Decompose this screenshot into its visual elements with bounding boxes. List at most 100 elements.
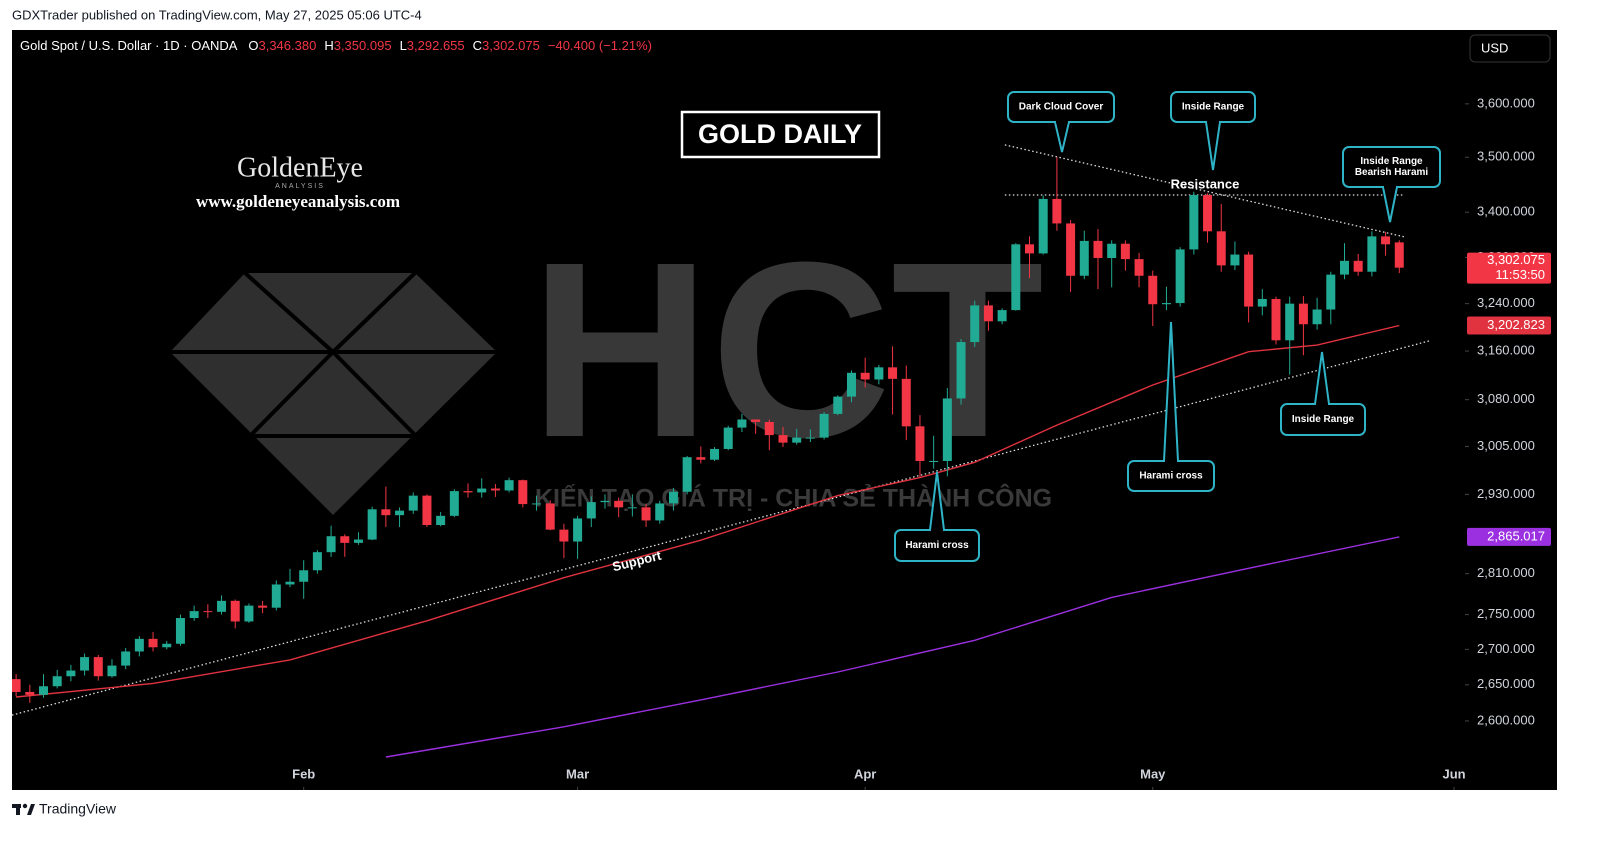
logo-name: GoldenEye [237, 152, 363, 183]
candle-body [258, 605, 268, 608]
candle-body [792, 437, 802, 443]
moving-average [385, 536, 1400, 758]
candle-body [449, 491, 459, 516]
candle-body [1367, 236, 1377, 272]
candle-body [600, 500, 610, 503]
y-tick-label: 2,810.000 [1477, 565, 1535, 580]
candle-body [1011, 244, 1021, 311]
candle-body [25, 691, 35, 695]
candle-body [217, 600, 227, 612]
candle-body [285, 581, 295, 585]
candle-body [244, 605, 254, 622]
candle-body [121, 651, 131, 666]
candle-body [12, 679, 21, 692]
y-tick-label: 3,240.000 [1477, 295, 1535, 310]
logo-url: www.goldeneyeanalysis.com [196, 192, 400, 211]
candle-body [833, 396, 843, 414]
callout-text: Harami cross [1139, 471, 1203, 482]
callout-text: Inside Range [1292, 414, 1355, 425]
candle-body [819, 413, 829, 438]
candle-body [901, 378, 911, 427]
callout-text: Harami cross [905, 540, 969, 551]
y-tick-label: 2,600.000 [1477, 712, 1535, 727]
candle-body [929, 460, 939, 462]
y-tick-label: 2,700.000 [1477, 641, 1535, 656]
overlay: 3,600.0003,500.0003,400.0003,320.0003,24… [894, 91, 1551, 727]
currency-button[interactable] [1469, 34, 1551, 63]
y-tick-label: 3,600.000 [1477, 95, 1535, 110]
symbol: Gold Spot / U.S. Dollar · 1D · OANDA [20, 38, 238, 53]
candle-body [682, 457, 692, 492]
callout-text: Bearish Harami [1355, 167, 1429, 178]
candle-body [1189, 195, 1199, 250]
candle-body [367, 509, 377, 540]
line-price-tag [1467, 316, 1551, 335]
y-tick-label: 3,080.000 [1477, 391, 1535, 406]
countdown: 11:53:50 [1495, 267, 1545, 282]
candle-body [504, 480, 514, 491]
candle-body [1066, 223, 1076, 276]
candle-body [668, 491, 678, 504]
candle-body [52, 676, 62, 687]
candle-body [1025, 244, 1035, 254]
chart-title: GOLD DAILY [698, 119, 862, 149]
y-tick-label: 3,160.000 [1477, 342, 1535, 357]
currency-label[interactable]: USD [1481, 40, 1508, 55]
candle-body [764, 421, 774, 436]
candle-body [737, 419, 747, 428]
candle-body [1052, 198, 1062, 224]
ohlc-key: L [400, 38, 407, 53]
ohlc-value: 3,302.075 [482, 38, 540, 53]
candle-body [586, 502, 596, 519]
x-tick-label: Apr [854, 766, 876, 781]
candle-body [1230, 254, 1240, 266]
candle-body [1326, 274, 1336, 310]
callout-text: Dark Cloud Cover [1019, 102, 1104, 113]
candle-body [518, 480, 528, 505]
candle-body [408, 495, 418, 511]
y-tick-label: 2,650.000 [1477, 676, 1535, 691]
candle-body [189, 611, 199, 619]
candle-body [1285, 303, 1295, 341]
candle-body [956, 342, 966, 399]
candle-body [559, 529, 569, 542]
candle-body [340, 536, 350, 543]
candle-body [1244, 254, 1254, 307]
candle-body [751, 419, 761, 422]
ohlc-key: H [324, 38, 333, 53]
line-price: 3,202.823 [1487, 317, 1545, 332]
candle-body [778, 435, 788, 443]
candle-body [942, 398, 952, 461]
candle-body [80, 657, 90, 671]
candle-body [915, 426, 925, 461]
candle-body [66, 670, 76, 677]
line-price-tag [1467, 527, 1551, 546]
ohlc-value: 3,346.380 [258, 38, 316, 53]
candle-body [1271, 298, 1281, 341]
candle-body [1093, 240, 1103, 258]
candle-body [970, 305, 980, 343]
line-price: 2,865.017 [1487, 528, 1545, 543]
candle-body [381, 509, 391, 516]
candle-body [1339, 260, 1349, 275]
candle-body [573, 518, 583, 542]
candle-body [1353, 260, 1363, 272]
candle-body [395, 510, 405, 516]
candle-body [353, 539, 363, 543]
candle-body [846, 372, 856, 397]
candle-body [723, 427, 733, 449]
candle-body [312, 552, 322, 571]
candle-body [326, 536, 336, 553]
change: −40.400 (−1.21%) [548, 38, 652, 53]
candle-body [696, 457, 706, 460]
candle-body [710, 448, 720, 460]
candle-body [1257, 298, 1267, 307]
moving-average [16, 324, 1400, 698]
candle-body [1134, 259, 1144, 276]
candle-body [463, 491, 473, 493]
x-tick-label: Feb [292, 766, 315, 781]
x-tick-label: Mar [566, 766, 589, 781]
candle-body [627, 507, 637, 509]
x-tick-label: May [1140, 766, 1166, 781]
